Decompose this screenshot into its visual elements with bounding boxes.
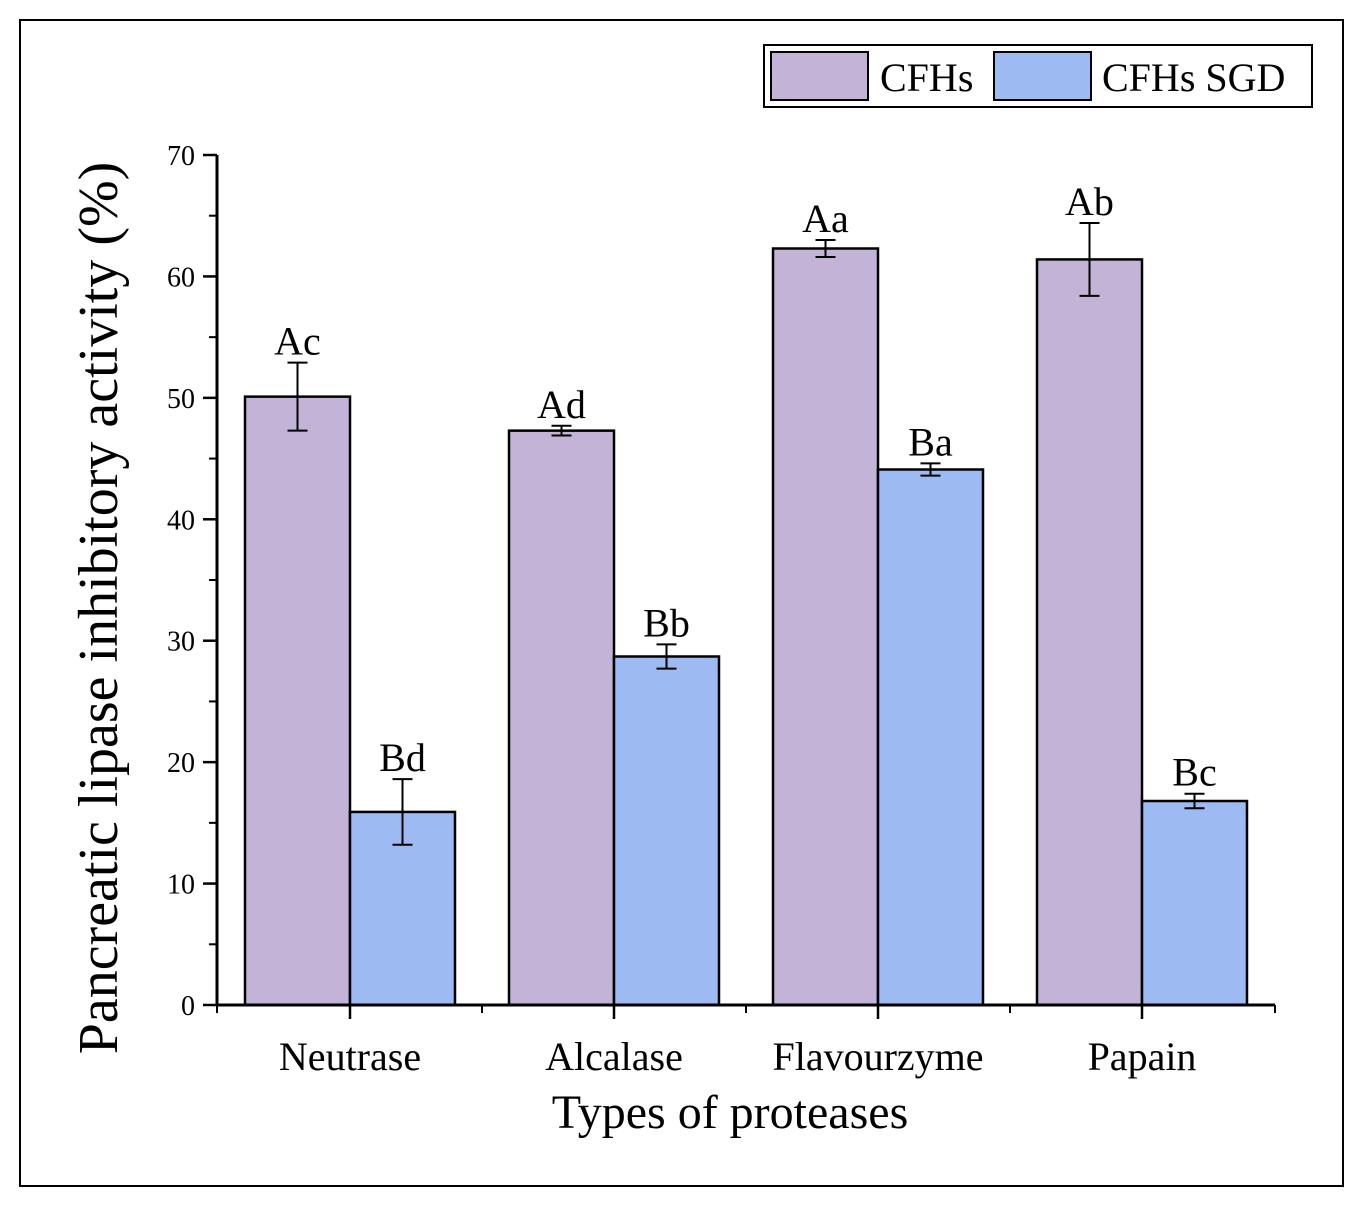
legend-label-cfhs-sgd: CFHs SGD — [1102, 55, 1285, 100]
x-axis-title: Types of proteases — [552, 1086, 909, 1139]
axes-layer: Neutrase Alcalase Flavourzyme Papain 0 10 20 30… — [167, 141, 1276, 1079]
bars-layer — [243, 247, 1249, 1007]
y-tick-label-60: 60 — [167, 262, 195, 293]
bar-labels-layer: Ac Bd Ad Bb Aa Ba Ab Bc — [274, 179, 1217, 795]
data-label-neutrase-1: Bd — [379, 735, 426, 780]
x-tick-label-papain: Papain — [1088, 1034, 1197, 1079]
x-tick-label-alcalase: Alcalase — [545, 1034, 683, 1079]
bar-cfhs-alcalase — [507, 429, 616, 1007]
error-bars-layer — [287, 222, 1205, 846]
bar-cfhs-sgd-papain — [1140, 799, 1249, 1007]
legend-label-cfhs: CFHs — [880, 55, 973, 100]
data-label-flavourzyme-1: Ba — [908, 419, 953, 464]
y-tick-label-40: 40 — [167, 505, 195, 536]
data-label-alcalase-0: Ad — [537, 382, 586, 427]
y-tick-label-30: 30 — [167, 627, 195, 658]
y-tick-label-20: 20 — [167, 748, 195, 779]
x-tick-label-neutrase: Neutrase — [279, 1034, 421, 1079]
bar-cfhs-neutrase — [243, 395, 352, 1007]
bar-cfhs-sgd-alcalase — [612, 655, 721, 1007]
y-axis-title: Pancreatic lipase inhibitory activity (%… — [68, 162, 130, 1055]
y-tick-label-70: 70 — [167, 141, 195, 172]
legend-swatch-cfhs-sgd — [993, 51, 1092, 101]
bar-cfhs-flavourzyme — [771, 247, 880, 1007]
legend-swatch-cfhs — [770, 51, 869, 101]
data-label-neutrase-0: Ac — [274, 319, 321, 364]
x-tick-label-flavourzyme: Flavourzyme — [772, 1034, 983, 1079]
legend: CFHs CFHs SGD — [763, 44, 1313, 108]
y-tick-label-10: 10 — [167, 870, 195, 901]
data-label-papain-1: Bc — [1172, 750, 1216, 795]
bar-cfhs-papain — [1035, 258, 1144, 1007]
data-label-papain-0: Ab — [1065, 179, 1114, 224]
data-label-alcalase-1: Bb — [643, 600, 690, 645]
bar-cfhs-sgd-flavourzyme — [876, 468, 985, 1007]
y-tick-label-0: 0 — [181, 991, 195, 1022]
data-label-flavourzyme-0: Aa — [802, 196, 849, 241]
y-tick-label-50: 50 — [167, 384, 195, 415]
